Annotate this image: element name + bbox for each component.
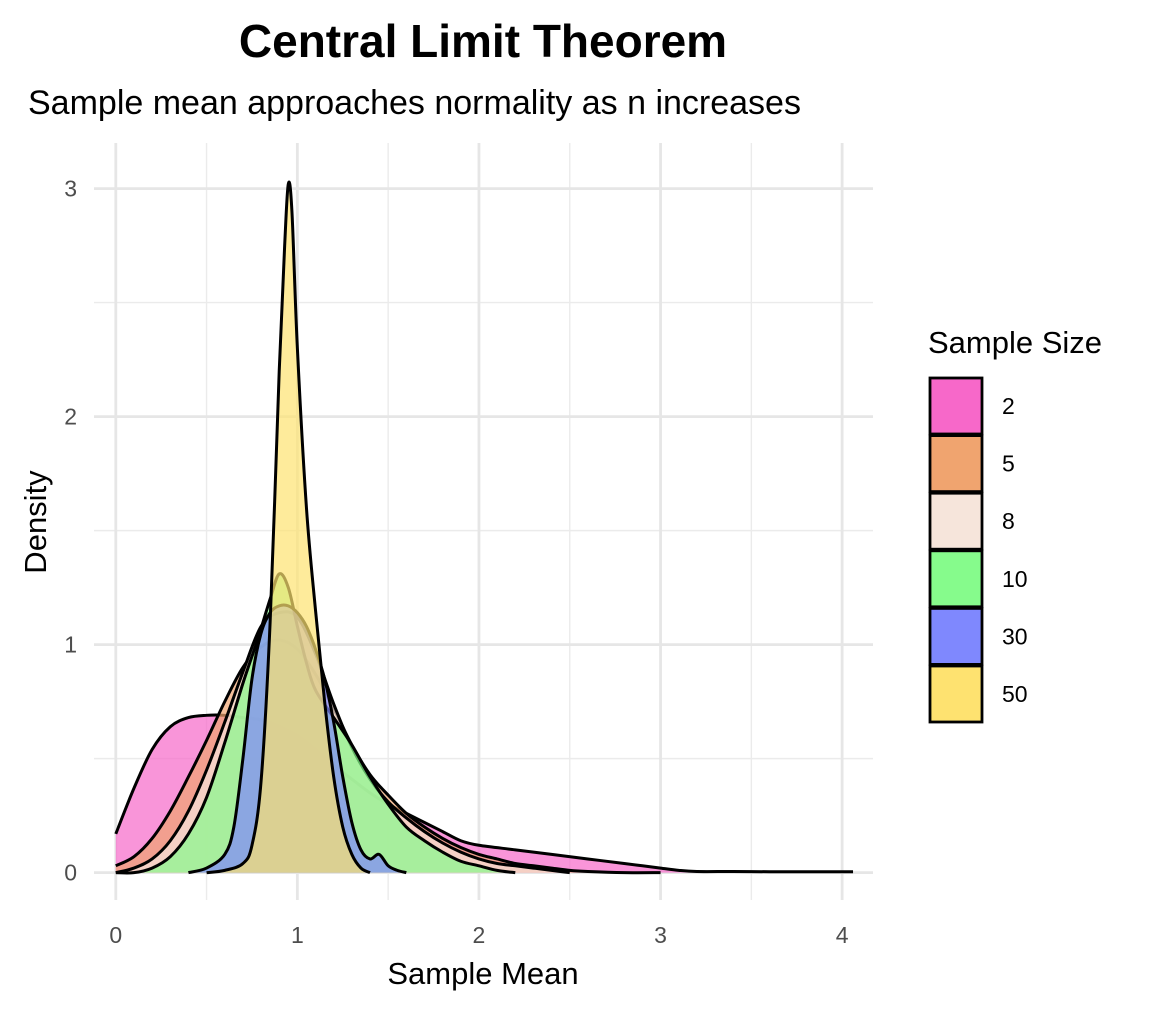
legend-label-n-10: 10 [1002,566,1028,592]
legend-swatch-n-8 [928,491,984,551]
legend-swatch-n-2 [928,376,984,436]
y-tick-label: 2 [64,404,77,430]
x-tick-label: 4 [836,922,849,948]
chart-title: Central Limit Theorem [239,15,727,67]
density-areas [114,180,854,875]
legend: Sample Size 2 5 8 10 30 50 [928,325,1102,724]
legend-label-n-2: 2 [1002,393,1015,419]
y-tick-label: 3 [64,176,77,202]
density-line-n-2 [114,713,854,874]
x-tick-label: 0 [109,922,122,948]
legend-items: 2 5 8 10 30 50 [928,376,1028,724]
legend-title: Sample Size [928,325,1102,360]
legend-label-n-50: 50 [1002,681,1028,707]
density-line-n-50 [206,180,371,875]
legend-label-n-30: 30 [1002,623,1028,649]
y-tick-label: 1 [64,632,77,658]
legend-swatch-n-30 [928,607,984,666]
legend-label-n-5: 5 [1002,451,1015,477]
y-tick-label: 0 [64,860,77,886]
legend-swatch-n-10 [928,549,984,609]
density-line-n-8 [115,610,570,875]
legend-label-n-8: 8 [1002,508,1015,534]
legend-swatch-n-50 [928,664,984,724]
x-axis-title: Sample Mean [387,956,578,991]
density-area-n-50 [206,182,371,873]
x-tick-label: 2 [473,922,486,948]
x-tick-label: 1 [291,922,304,948]
y-axis-title: Density [18,470,53,574]
legend-swatch-n-5 [928,434,984,494]
chart-subtitle: Sample mean approaches normality as n in… [28,84,801,122]
axis-tick-labels: 0 1 2 3 4 0 1 2 3 [64,176,849,948]
x-tick-label: 3 [654,922,667,948]
